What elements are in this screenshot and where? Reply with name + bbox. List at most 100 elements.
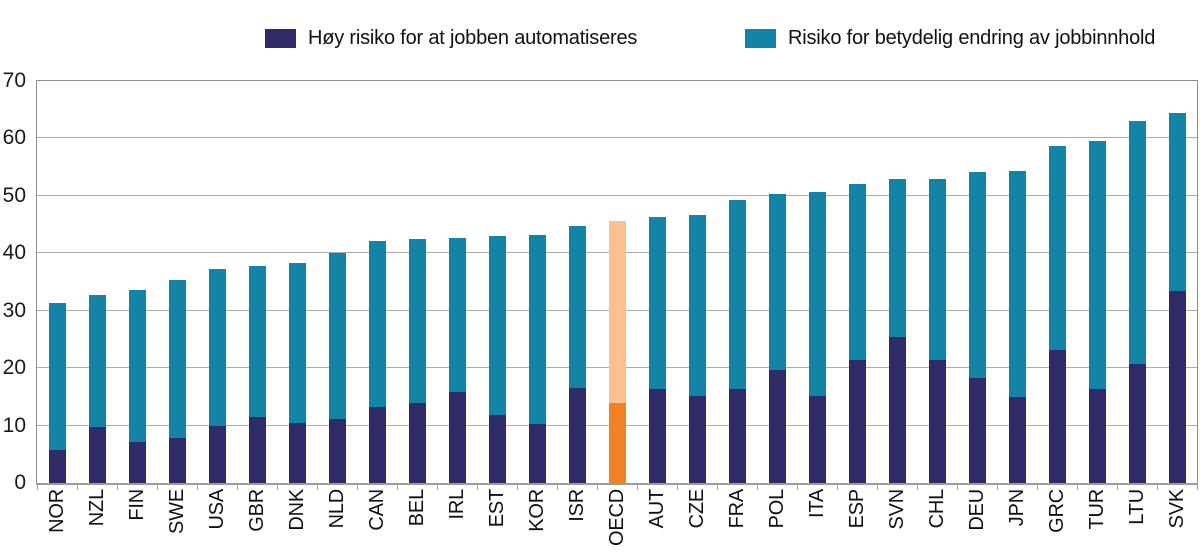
bar-segment-change-GBR	[248, 266, 266, 417]
bar-segment-change-TUR	[1088, 140, 1106, 390]
bar-segment-high-EST	[488, 414, 506, 483]
bar-segment-change-FRA	[728, 200, 746, 389]
bar-segment-high-KOR	[528, 423, 546, 483]
bar-segment-high-CAN	[368, 406, 386, 483]
x-axis-tick	[197, 485, 198, 490]
x-axis-label-ISR: ISR	[566, 489, 588, 522]
bar-segment-high-USA	[208, 425, 226, 483]
x-axis-label-NLD: NLD	[326, 489, 348, 529]
bar-segment-high-CHL	[928, 359, 946, 483]
bar-segment-change-USA	[208, 269, 226, 426]
x-axis-tick	[877, 485, 878, 490]
x-axis-tick	[717, 485, 718, 490]
bar-segment-change-NZL	[88, 294, 106, 427]
bar-segment-change-GRC	[1048, 145, 1066, 351]
gridline-60	[37, 137, 1197, 139]
x-axis-label-NZL: NZL	[86, 489, 108, 527]
x-axis-label-NOR: NOR	[46, 489, 68, 533]
bar-segment-high-AUT	[648, 388, 666, 483]
x-axis-label-DNK: DNK	[286, 489, 308, 531]
x-axis-label-CHL: CHL	[926, 489, 948, 529]
x-axis-tick	[477, 485, 478, 490]
x-axis-tick	[157, 485, 158, 490]
legend-swatch-change-risk	[745, 29, 776, 48]
x-axis-tick	[757, 485, 758, 490]
x-axis-label-TUR: TUR	[1086, 489, 1108, 530]
bar-segment-change-CHL	[928, 178, 946, 360]
bar-segment-change-ESP	[848, 184, 866, 360]
bar-segment-high-DEU	[968, 378, 986, 483]
y-axis-label-60: 60	[2, 126, 26, 150]
x-axis-label-POL: POL	[766, 489, 788, 529]
x-axis-label-ITA: ITA	[806, 489, 828, 519]
x-axis-tick	[837, 485, 838, 490]
bar-segment-change-SVN	[888, 178, 906, 337]
x-axis-tick	[997, 485, 998, 490]
x-axis-tick	[117, 485, 118, 490]
x-axis-tick	[1037, 485, 1038, 490]
legend-label-high-risk: Høy risiko for at jobben automatiseres	[308, 27, 638, 49]
bar-segment-change-DEU	[968, 171, 986, 379]
x-axis-tick	[357, 485, 358, 490]
x-axis-label-KOR: KOR	[526, 489, 548, 532]
x-axis-label-GRC: GRC	[1046, 489, 1068, 533]
bar-segment-change-POL	[768, 193, 786, 371]
bar-segment-high-SWE	[168, 438, 186, 483]
bar-segment-change-JPN	[1008, 171, 1026, 398]
bar-segment-change-SVK	[1168, 113, 1186, 291]
x-axis-tick	[1077, 485, 1078, 490]
x-axis-tick	[37, 485, 38, 490]
x-axis-label-USA: USA	[206, 489, 228, 530]
legend-label-change-risk: Risiko for betydelig endring av jobbinnh…	[788, 27, 1156, 49]
x-axis-label-FIN: FIN	[126, 489, 148, 521]
bar-segment-change-BEL	[408, 238, 426, 404]
gridline-50	[37, 194, 1197, 196]
x-axis-label-IRL: IRL	[446, 489, 468, 520]
bar-segment-change-DNK	[288, 263, 306, 423]
bar-segment-high-DNK	[288, 422, 306, 483]
bar-segment-change-NOR	[48, 302, 66, 451]
legend-item-high-risk: Høy risiko for at jobben automatiseres	[265, 27, 637, 50]
bar-segment-high-CZE	[688, 395, 706, 483]
y-axis-label-70: 70	[2, 69, 26, 92]
x-axis-label-JPN: JPN	[1006, 489, 1028, 527]
x-axis-tick	[317, 485, 318, 490]
bar-segment-high-FIN	[128, 441, 146, 483]
bar-segment-change-NLD	[328, 253, 346, 419]
legend-item-change-risk: Risiko for betydelig endring av jobbinnh…	[745, 27, 1155, 50]
x-axis-label-FRA: FRA	[726, 489, 748, 529]
bar-segment-high-ITA	[808, 396, 826, 483]
bar-segment-high-FRA	[728, 388, 746, 483]
bar-segment-change-FIN	[128, 290, 146, 442]
x-axis-tick	[637, 485, 638, 490]
bar-segment-high-ESP	[848, 359, 866, 483]
x-axis-tick	[237, 485, 238, 490]
bar-segment-high-GBR	[248, 416, 266, 483]
x-axis-tick	[277, 485, 278, 490]
x-axis-label-CAN: CAN	[366, 489, 388, 531]
x-axis-label-LTU: LTU	[1126, 489, 1148, 525]
bar-segment-high-BEL	[408, 403, 426, 483]
bar-segment-high-NOR	[48, 450, 66, 483]
y-axis-label-20: 20	[2, 356, 26, 380]
y-axis-label-50: 50	[2, 183, 26, 207]
bar-segment-change-CZE	[688, 214, 706, 396]
x-axis-tick	[797, 485, 798, 490]
x-axis-label-CZE: CZE	[686, 489, 708, 529]
y-axis-label-40: 40	[2, 241, 26, 265]
x-axis-tick	[1157, 485, 1158, 490]
bar-segment-high-GRC	[1048, 350, 1066, 483]
bar-segment-high-SVN	[888, 336, 906, 483]
x-axis-tick	[517, 485, 518, 490]
bar-segment-high-NZL	[88, 426, 106, 483]
x-axis-tick	[397, 485, 398, 490]
bar-segment-change-CAN	[368, 241, 386, 407]
x-axis-tick	[597, 485, 598, 490]
x-axis-label-SVN: SVN	[886, 489, 908, 530]
x-axis-tick	[557, 485, 558, 490]
x-axis-tick	[957, 485, 958, 490]
x-axis-label-SWE: SWE	[166, 489, 188, 534]
bar-segment-change-OECD	[608, 221, 626, 404]
bar-segment-high-JPN	[1008, 397, 1026, 483]
